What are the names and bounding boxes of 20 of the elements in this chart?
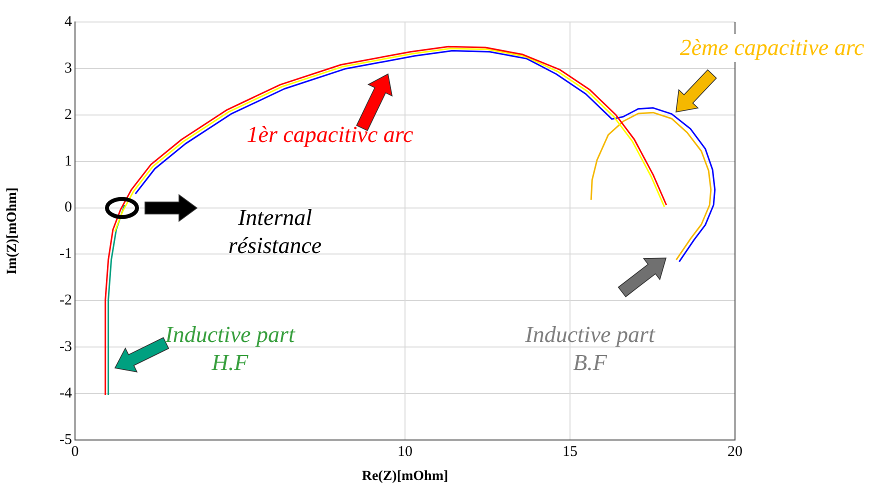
y-tick-label: -4 [60,385,72,402]
x-tick-label: 20 [728,444,742,460]
y-tick-label: 4 [64,14,72,30]
y-axis-title: Im(Z)[mOhm] [5,187,20,275]
annotation: 2ème capacitive arc [662,34,882,62]
x-tick-label: 10 [398,444,412,460]
y-tick-label: -3 [60,339,72,356]
y-tick-label: -1 [60,246,72,262]
y-tick-label: -5 [60,432,72,448]
y-tick-label: 2 [64,106,72,123]
y-tick-label: 1 [64,153,72,170]
y-tick-label: 0 [64,200,72,216]
x-tick-label: 15 [562,444,578,460]
annotation: Inductive part B.F [524,321,656,377]
y-tick-label: 3 [64,60,72,76]
annotation: Inductive part H.F [164,321,296,377]
annotation: Internal résistance [227,204,323,260]
y-tick-label: -2 [60,292,72,309]
x-axis-title: Re(Z)[mOhm] [362,469,448,484]
annotation: 1èr capacitivc arc [246,121,414,149]
